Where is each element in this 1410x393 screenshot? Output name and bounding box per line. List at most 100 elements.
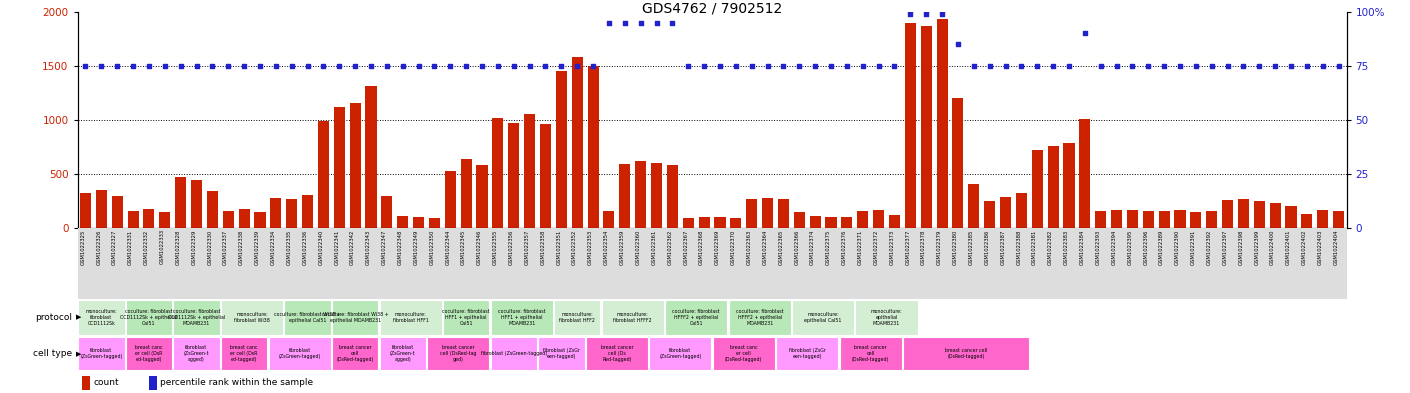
Bar — [491, 300, 553, 335]
Bar — [619, 164, 630, 228]
Text: GSM1022351: GSM1022351 — [557, 230, 561, 265]
Point — [613, 19, 636, 26]
Bar — [110, 228, 125, 299]
Bar — [221, 337, 268, 370]
Bar — [93, 228, 110, 299]
Text: fibroblast
(ZsGreen-t
agged): fibroblast (ZsGreen-t agged) — [391, 345, 416, 362]
Text: GSM1022343: GSM1022343 — [367, 230, 371, 264]
Bar — [271, 198, 282, 228]
Text: GSM1022358: GSM1022358 — [540, 230, 546, 265]
Bar — [791, 228, 807, 299]
Bar — [458, 228, 474, 299]
Bar — [1222, 200, 1234, 228]
Point — [106, 62, 128, 69]
Point — [692, 62, 715, 69]
Bar — [221, 300, 283, 335]
Text: GSM1022401: GSM1022401 — [1286, 230, 1292, 265]
Bar — [823, 228, 839, 299]
Point — [1296, 62, 1318, 69]
Bar — [1190, 212, 1201, 228]
Bar — [1032, 150, 1043, 228]
Text: breast cancer
cell
(DsRed-tagged): breast cancer cell (DsRed-tagged) — [337, 345, 374, 362]
Text: monoculture:
fibroblast HFF1: monoculture: fibroblast HFF1 — [393, 312, 429, 323]
Point — [248, 62, 271, 69]
Bar — [379, 300, 441, 335]
Bar — [159, 212, 171, 228]
Text: GSM1022342: GSM1022342 — [350, 230, 355, 265]
Text: GSM1022378: GSM1022378 — [921, 230, 926, 265]
Text: fibroblast
(ZsGreen-t
agged): fibroblast (ZsGreen-t agged) — [183, 345, 209, 362]
Point — [804, 62, 826, 69]
Point — [217, 62, 240, 69]
Point — [867, 62, 890, 69]
Bar — [856, 300, 918, 335]
Text: GSM1022366: GSM1022366 — [794, 230, 799, 265]
Text: GSM1022339: GSM1022339 — [255, 230, 259, 264]
Bar — [223, 211, 234, 228]
Text: GSM1022328: GSM1022328 — [176, 230, 180, 265]
Bar — [1299, 228, 1316, 299]
Bar — [1238, 199, 1249, 228]
Bar — [682, 218, 694, 228]
Point — [265, 62, 288, 69]
Bar — [189, 228, 204, 299]
Bar — [1235, 228, 1252, 299]
Bar — [698, 217, 709, 228]
Bar — [381, 196, 392, 228]
Text: GSM1022344: GSM1022344 — [446, 230, 450, 265]
Point — [661, 19, 684, 26]
Text: GSM1022357: GSM1022357 — [525, 230, 530, 265]
Bar — [778, 199, 790, 228]
Text: GSM1022360: GSM1022360 — [636, 230, 640, 265]
Bar — [347, 228, 364, 299]
Text: GSM1022371: GSM1022371 — [857, 230, 863, 265]
Point — [534, 62, 557, 69]
Text: GSM1022379: GSM1022379 — [938, 230, 942, 265]
Bar — [697, 228, 712, 299]
Text: GSM1022348: GSM1022348 — [398, 230, 403, 265]
Text: GSM1022330: GSM1022330 — [207, 230, 213, 264]
Text: GSM1022387: GSM1022387 — [1001, 230, 1005, 265]
Bar — [173, 337, 220, 370]
Text: GSM1022386: GSM1022386 — [984, 230, 990, 265]
Point — [1058, 62, 1080, 69]
Bar — [334, 107, 345, 228]
Text: GSM1022374: GSM1022374 — [811, 230, 815, 265]
Bar — [204, 228, 220, 299]
Text: GSM1022376: GSM1022376 — [842, 230, 847, 265]
Bar — [950, 228, 966, 299]
Point — [519, 62, 541, 69]
Text: GSM1022326: GSM1022326 — [96, 230, 102, 265]
Bar — [807, 228, 823, 299]
Bar — [1125, 228, 1141, 299]
Bar — [331, 337, 378, 370]
Bar — [1159, 211, 1170, 228]
Bar — [413, 217, 424, 228]
Text: percentile rank within the sample: percentile rank within the sample — [161, 378, 313, 387]
Point — [1010, 62, 1032, 69]
Bar — [1172, 228, 1187, 299]
Bar — [666, 300, 728, 335]
Point — [946, 41, 969, 47]
Bar — [444, 171, 455, 228]
Text: fibroblast
(ZsGreen-tagged): fibroblast (ZsGreen-tagged) — [658, 348, 702, 359]
Text: GSM1022332: GSM1022332 — [144, 230, 149, 264]
Bar — [746, 199, 757, 228]
Bar — [254, 212, 265, 228]
Text: GSM1022368: GSM1022368 — [699, 230, 704, 265]
Bar — [365, 86, 376, 228]
Bar — [1220, 228, 1235, 299]
Bar — [1301, 215, 1313, 228]
Bar — [681, 228, 697, 299]
Bar — [350, 103, 361, 228]
Bar — [935, 228, 950, 299]
Text: GSM1022347: GSM1022347 — [382, 230, 386, 265]
Text: fibroblast (ZsGreen-tagged): fibroblast (ZsGreen-tagged) — [481, 351, 547, 356]
Bar — [175, 177, 186, 228]
Point — [407, 62, 430, 69]
Bar — [1127, 209, 1138, 228]
Point — [582, 62, 605, 69]
Bar — [873, 209, 884, 228]
Point — [598, 19, 620, 26]
Text: GSM1022404: GSM1022404 — [1334, 230, 1338, 265]
